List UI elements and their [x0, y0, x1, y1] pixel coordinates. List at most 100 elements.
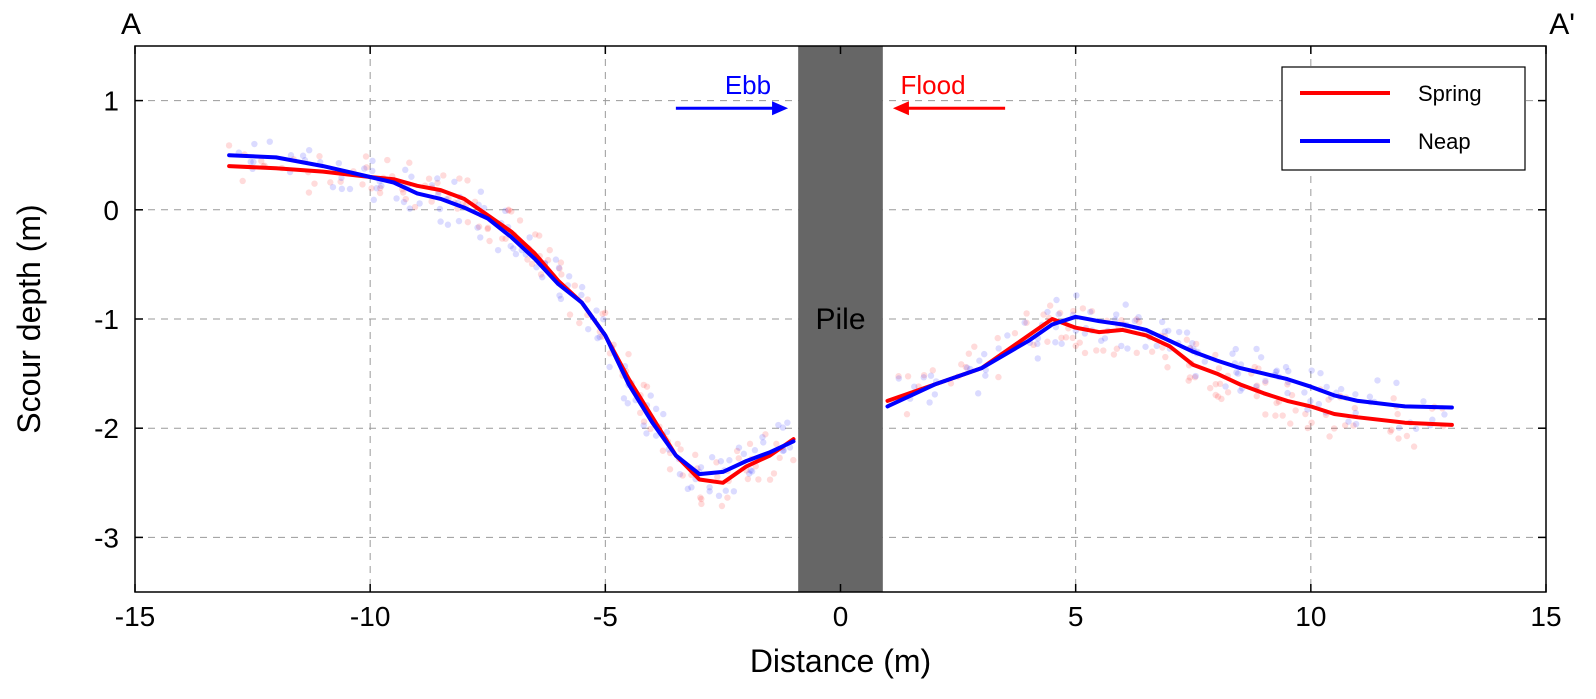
measurement-point [477, 188, 485, 195]
measurement-point [1304, 424, 1311, 432]
measurement-point [1253, 392, 1260, 400]
measurement-point [677, 446, 684, 453]
measurement-point [1023, 310, 1030, 317]
y-tick-label: -1 [94, 304, 119, 335]
measurement-point [606, 363, 613, 371]
measurement-point [1081, 349, 1089, 357]
measurement-point [329, 183, 337, 191]
measurement-point [647, 392, 654, 399]
measurement-point [532, 231, 539, 238]
measurement-point [1110, 351, 1118, 358]
measurement-point [895, 375, 902, 382]
measurement-point [995, 373, 1002, 381]
measurement-point [416, 200, 423, 207]
measurement-point [1229, 350, 1236, 357]
measurement-point [408, 173, 415, 180]
measurement-point [393, 195, 400, 202]
measurement-point [640, 381, 647, 389]
measurement-point [1058, 340, 1065, 347]
measurement-point [1131, 317, 1139, 325]
measurement-point [1292, 407, 1299, 414]
measurement-point [1122, 301, 1129, 308]
measurement-point [1403, 432, 1411, 440]
legend: Spring Neap [1281, 66, 1526, 171]
measurement-point [526, 234, 533, 241]
measurement-point [1034, 340, 1041, 348]
measurement-point [698, 500, 705, 508]
measurement-point [250, 158, 257, 166]
measurement-point [722, 487, 729, 494]
measurement-point [775, 421, 782, 429]
measurement-point [1224, 389, 1232, 396]
measurement-point [1124, 345, 1131, 352]
measurement-point [1301, 389, 1308, 396]
measurement-point [593, 307, 600, 314]
measurement-point [558, 271, 565, 278]
measurement-point [475, 223, 483, 230]
measurement-point [1393, 379, 1400, 387]
measurement-point [1161, 328, 1169, 335]
measurement-point [528, 260, 536, 268]
measurement-point [502, 235, 509, 242]
measurement-point [305, 189, 313, 196]
series-line-neap [885, 314, 1454, 410]
measurement-point [599, 310, 606, 317]
arrow-head [772, 101, 789, 116]
measurement-point [477, 234, 484, 241]
measurement-point [698, 495, 705, 503]
measurement-point [335, 159, 343, 167]
measurement-point [1279, 412, 1286, 419]
measurement-point [402, 166, 409, 174]
measurement-point [762, 431, 769, 438]
measurement-point [1191, 374, 1199, 381]
measurement-point [1233, 369, 1240, 376]
measurement-point [1055, 311, 1062, 318]
y-tick-label: -2 [94, 413, 119, 444]
measurement-point [1218, 395, 1225, 403]
measurement-point [1093, 347, 1100, 354]
measurement-point [1192, 372, 1199, 380]
measurement-point [663, 428, 671, 436]
measurement-point [1215, 365, 1223, 372]
arrow-label: Flood [901, 70, 966, 100]
x-tick-label: 5 [1068, 601, 1084, 632]
measurement-point [1394, 410, 1401, 418]
measurement-point [502, 207, 509, 215]
measurement-point [361, 165, 368, 172]
measurement-point [1284, 389, 1291, 397]
measurement-point [1153, 342, 1160, 350]
measurement-point [539, 274, 546, 281]
measurement-point [1056, 309, 1064, 317]
measurement-point [636, 409, 644, 417]
measurement-point [1374, 377, 1381, 384]
measurement-point [746, 440, 754, 448]
measurement-point [1113, 345, 1121, 352]
measurement-point [1350, 422, 1357, 429]
measurement-point [402, 195, 409, 203]
measurement-point [766, 476, 774, 483]
measurement-point [544, 256, 552, 264]
measurement-point [1088, 308, 1096, 315]
arrow-ebb: Ebb [675, 70, 789, 116]
measurement-point [643, 430, 650, 437]
measurement-point [258, 157, 265, 165]
measurement-point [1072, 342, 1079, 350]
measurement-point [1337, 385, 1345, 393]
measurement-point [1136, 319, 1143, 326]
measurement-point [724, 494, 731, 501]
measurement-point [1073, 292, 1080, 299]
measurement-point [384, 156, 391, 164]
measurement-point [434, 179, 441, 187]
series-line-neap [227, 153, 796, 477]
measurement-point [425, 175, 433, 182]
pile-bar [798, 46, 883, 592]
measurement-point [1004, 332, 1011, 339]
measurement-point [555, 264, 563, 272]
measurement-point [660, 410, 667, 418]
measurement-point [759, 433, 766, 441]
measurement-point [505, 207, 512, 214]
measurement-point [1317, 369, 1324, 377]
measurement-point [1040, 311, 1047, 318]
measurement-point [1087, 308, 1094, 316]
measurement-point [1352, 420, 1360, 428]
